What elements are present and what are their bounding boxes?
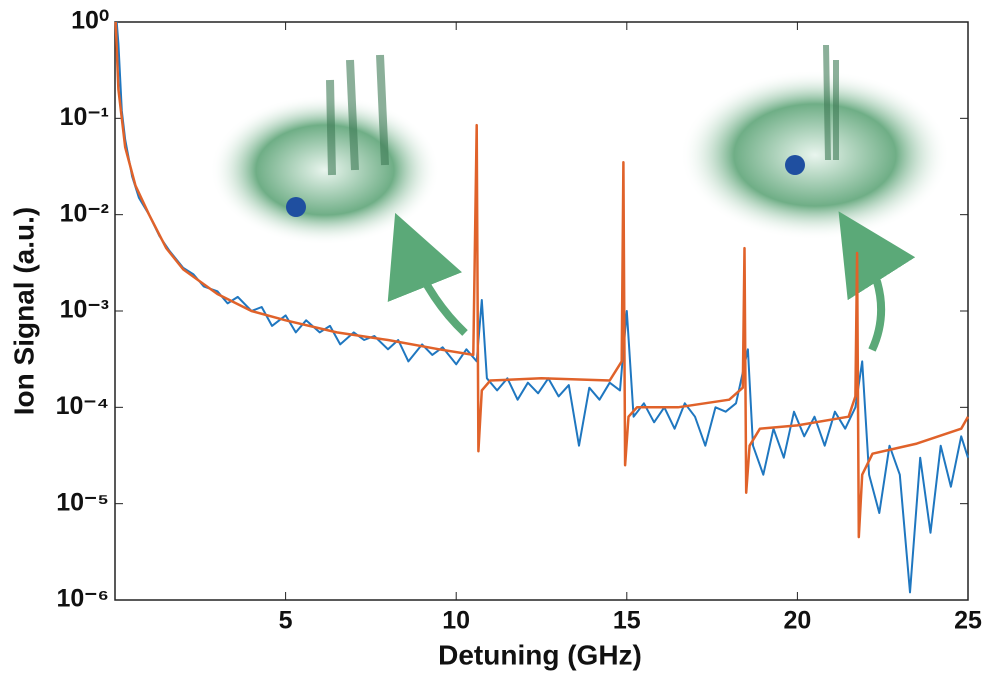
x-tick-label: 15 [613, 607, 641, 635]
x-tick-label: 10 [442, 607, 470, 635]
y-tick-label: 10⁻¹ [60, 103, 109, 131]
y-tick-label: 10⁻³ [60, 296, 109, 324]
y-axis-label: Ion Signal (a.u.) [8, 207, 39, 415]
y-tick-label: 10⁻⁶ [56, 585, 109, 613]
x-axis-label: Detuning (GHz) [438, 639, 642, 670]
x-tick-label: 5 [279, 607, 293, 635]
y-tick-label: 10⁰ [71, 7, 109, 35]
data-line [114, 21, 970, 539]
y-tick-label: 10⁻⁴ [56, 392, 109, 420]
y-tick-label: 10⁻² [60, 199, 109, 227]
x-tick-label: 20 [783, 607, 811, 635]
x-tick-label: 25 [954, 607, 982, 635]
y-tick-label: 10⁻⁵ [56, 488, 109, 516]
decoration [210, 44, 950, 352]
